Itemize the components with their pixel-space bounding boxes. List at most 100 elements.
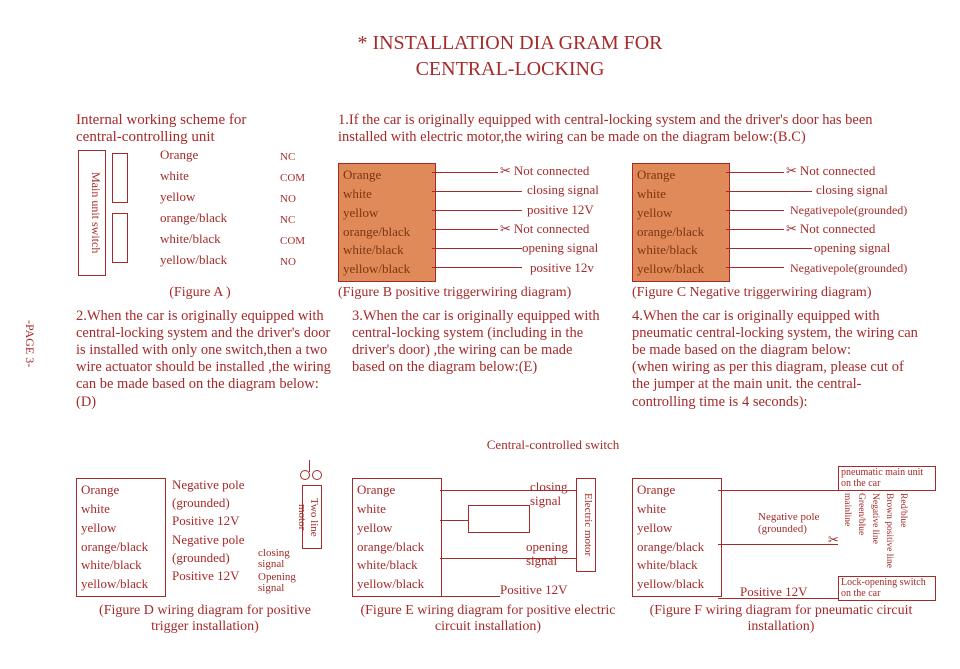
figF-lock-switch: Lock-opening switch on the car	[838, 576, 936, 601]
figA-term-0: NC	[280, 151, 305, 163]
figA-term-2: NO	[280, 193, 305, 205]
figB-conn-0: Not connected	[514, 163, 589, 179]
figC-conn-list: ✂Not connected closing signal Negativepo…	[786, 163, 907, 277]
figC-wirebox: Orange white yellow orange/black white/b…	[632, 163, 730, 282]
figF-neg: Negative pole (grounded)	[758, 512, 828, 535]
figD-wire-2: yellow	[81, 519, 161, 538]
figE-wirebox: Orange white yellow orange/black white/b…	[352, 478, 442, 597]
figA-heading: Internal working scheme for central-cont…	[76, 112, 336, 146]
figF-line-2: Negative line	[870, 493, 880, 573]
figA-wire-0: Orange	[160, 147, 227, 163]
figF-line-0: Red/blue	[898, 493, 908, 573]
figD-wirebox: Orange white yellow orange/black white/b…	[76, 478, 166, 597]
main-unit-switch: Main unit switch	[78, 150, 106, 276]
figD-wire-4: white/black	[81, 556, 161, 575]
figA-term-list: NC COM NO NC COM NO	[280, 151, 305, 268]
figB-wirebox: Orange white yellow orange/black white/b…	[338, 163, 436, 282]
figD-opening: Opening signal	[258, 572, 318, 594]
figA-wire-5: yellow/black	[160, 252, 227, 268]
figE-wire-3: orange/black	[357, 538, 437, 557]
figD-wire-1: white	[81, 500, 161, 519]
figD-note-1: (grounded)	[172, 494, 245, 512]
figE-motor: Electric motor	[576, 478, 596, 572]
figC-conn-5: Negativepole(grounded)	[786, 261, 907, 275]
title-line2: CENTRAL-LOCKING	[300, 56, 720, 82]
main-title: * INSTALLATION DIA GRAM FOR CENTRAL-LOCK…	[300, 30, 720, 82]
figE-wire-0: Orange	[357, 481, 437, 500]
figF-wire-1: white	[637, 500, 717, 519]
figF-wire-3: orange/black	[637, 538, 717, 557]
figA-wire-2: yellow	[160, 189, 227, 205]
figA-wire-3: orange/black	[160, 210, 227, 226]
figB-wire-1: white	[343, 185, 431, 204]
figE-caption: (Figure E wiring diagram for positive el…	[348, 603, 628, 635]
figF-line-3: Green/blue	[856, 493, 866, 573]
figB-conn-1: closing signal	[500, 182, 599, 197]
figE-wire-5: yellow/black	[357, 575, 437, 594]
figD-note-5: Positive 12V	[172, 567, 245, 585]
figB-wire-2: yellow	[343, 204, 431, 223]
figC-conn-2: Negativepole(grounded)	[786, 203, 907, 217]
figD-wire-5: yellow/black	[81, 575, 161, 594]
figA-term-4: COM	[280, 235, 305, 247]
figF-wire-0: Orange	[637, 481, 717, 500]
figB-wire-3: orange/black	[343, 223, 431, 242]
figC-conn-0: Not connected	[800, 163, 875, 179]
figC-wire-3: orange/black	[637, 223, 725, 242]
figA-term-5: NO	[280, 256, 305, 268]
figE-switch-box	[468, 505, 530, 533]
figD-caption: (Figure D wiring diagram for positive tr…	[90, 603, 320, 635]
figD-note-2: Positive 12V	[172, 512, 245, 530]
figA-caption: (Figure A )	[140, 285, 260, 301]
figB-wire-0: Orange	[343, 166, 431, 185]
para-3: 3.When the car is originally equipped wi…	[352, 308, 607, 376]
scissors-icon: ✂	[786, 221, 797, 237]
figD-closing: closing signal	[258, 548, 302, 570]
figF-wirebox: Orange white yellow orange/black white/b…	[632, 478, 722, 597]
figB-caption: (Figure B positive triggerwiring diagram…	[338, 285, 628, 301]
figE-switch-label: Central-controlled switch	[478, 438, 628, 452]
figD-note-0: Negative pole	[172, 476, 245, 494]
figA-term-1: COM	[280, 172, 305, 184]
figE-wire-4: white/black	[357, 556, 437, 575]
figE-pos12: Positive 12V	[500, 582, 568, 598]
figF-line-4: mainline	[842, 493, 852, 573]
figE-closing: closing signal	[530, 480, 575, 507]
figD-note-3: Negative pole	[172, 531, 245, 549]
figC-wire-4: white/black	[637, 241, 725, 260]
figF-line-1: Brown positive line	[884, 493, 894, 573]
figC-wire-1: white	[637, 185, 725, 204]
para-2: 2.When the car is originally equipped wi…	[76, 308, 331, 411]
page-label: -PAGE 3-	[22, 320, 37, 367]
figB-conn-3: Not connected	[514, 221, 589, 237]
figE-opening: opening signal	[526, 540, 576, 567]
figF-line-labels: mainline Green/blue Negative line Brown …	[842, 493, 908, 578]
figF-pneumatic-unit: pneumatic main unit on the car	[838, 466, 936, 491]
scissors-icon: ✂	[786, 163, 797, 179]
figD-wire-0: Orange	[81, 481, 161, 500]
figB-conn-list: ✂Not connected closing signal positive 1…	[500, 163, 599, 277]
figF-wire-5: yellow/black	[637, 575, 717, 594]
figB-wire-5: yellow/black	[343, 260, 431, 279]
para-4: 4.When the car is originally equipped wi…	[632, 308, 922, 411]
figF-wire-4: white/black	[637, 556, 717, 575]
figA-term-3: NC	[280, 214, 305, 226]
figC-wire-5: yellow/black	[637, 260, 725, 279]
title-line1: * INSTALLATION DIA GRAM FOR	[300, 30, 720, 56]
figC-conn-1: closing signal	[786, 182, 888, 197]
para-1: 1.If the car is originally equipped with…	[338, 112, 918, 146]
figF-caption: (Figure F wiring diagram for pneumatic c…	[626, 603, 936, 635]
figC-caption: (Figure C Negative triggerwiring diagram…	[632, 285, 932, 301]
figB-wire-4: white/black	[343, 241, 431, 260]
figA-wire-4: white/black	[160, 231, 227, 247]
figD-notes: Negative pole (grounded) Positive 12V Ne…	[172, 476, 245, 585]
figC-conn-3: Not connected	[800, 221, 875, 237]
relay-2	[112, 213, 128, 263]
scissors-icon: ✂	[500, 221, 511, 237]
relay-1	[112, 153, 128, 203]
figF-wire-2: yellow	[637, 519, 717, 538]
figC-wire-2: yellow	[637, 204, 725, 223]
figD-motor: Two line motor	[302, 485, 322, 549]
scissors-icon: ✂	[500, 163, 511, 179]
figC-wire-0: Orange	[637, 166, 725, 185]
